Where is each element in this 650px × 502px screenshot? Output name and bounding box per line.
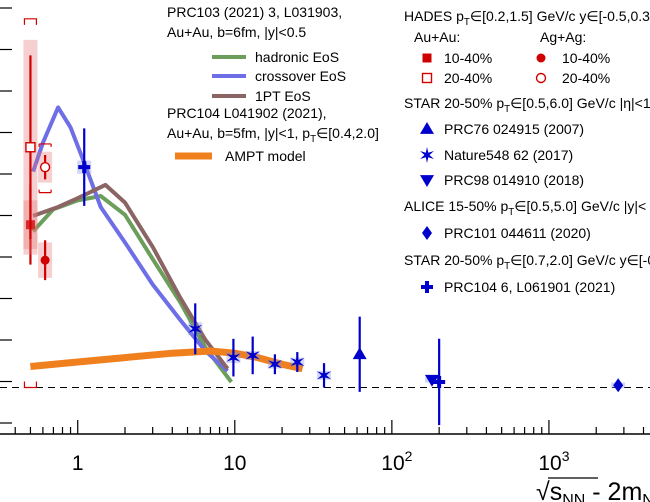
x-tick-label: 1 xyxy=(72,452,84,475)
marker-triangle-down xyxy=(420,175,434,187)
marker-circle-open xyxy=(39,161,51,173)
legend-hades-header: HADES pT∈[0.2,1.5] GeV/c y∈[-0.5,0.3 xyxy=(404,8,650,28)
legend-label: PRC76 024915 (2007) xyxy=(444,121,584,137)
marker-cross xyxy=(433,375,446,388)
series-group xyxy=(611,378,626,393)
legend-star1-header: STAR 20-50% pT∈[0.5,6.0] GeV/c |η|<1 xyxy=(404,95,650,115)
marker-star xyxy=(268,356,282,373)
model-ref-2: PRC104 L041902 (2021), xyxy=(167,105,327,121)
x-tick-label: 10 xyxy=(223,452,246,475)
marker-square-open xyxy=(25,142,36,153)
legend-label: AMPT model xyxy=(225,148,306,164)
legend-agag: Ag+Ag: xyxy=(540,29,586,45)
marker-square-filled xyxy=(422,53,432,63)
series-group xyxy=(38,151,53,183)
model-ref-1-system: Au+Au, b=6fm, |y|<0.5 xyxy=(167,24,306,40)
marker-triangle-up xyxy=(420,122,434,134)
legend-label: PRC101 044611 (2020) xyxy=(444,225,591,241)
legend-star2-header: STAR 20-50% pT∈[0.7,2.0] GeV/c y∈[-0 xyxy=(404,252,650,272)
x-tick-label: 103 xyxy=(538,448,569,475)
marker-cross xyxy=(78,161,91,174)
legend-label: 10-40% xyxy=(562,50,610,66)
x-axis-ticks: 1 10 102 103 √sNN - 2mN xyxy=(14,420,650,502)
legend-label: 10-40% xyxy=(444,50,492,66)
marker-circle-open xyxy=(535,72,547,84)
marker-cross xyxy=(421,281,433,293)
model-curve xyxy=(31,105,229,373)
marker-star xyxy=(226,349,241,366)
model-ref-2-system: Au+Au, b=5fm, |y|<1, pT∈[0.4,2.0] xyxy=(167,125,379,145)
series-group xyxy=(23,39,38,255)
data-points xyxy=(23,18,626,426)
marker-star xyxy=(188,320,203,337)
legend-label: PRC104 6, L061901 (2021) xyxy=(444,279,615,295)
systematic-bracket xyxy=(23,381,38,389)
series-group xyxy=(352,316,367,392)
marker-star xyxy=(290,354,305,370)
marker-triangle-up xyxy=(352,347,367,360)
legend-label: 20-40% xyxy=(562,70,610,86)
marker-circle-filled xyxy=(536,53,546,63)
legend-alice-header: ALICE 15-50% pT∈[0.5,5.0] GeV/c |y|< xyxy=(404,198,646,218)
legend-label: hadronic EoS xyxy=(255,49,339,65)
marker-star xyxy=(245,347,260,364)
marker-star xyxy=(317,367,331,384)
model-curve xyxy=(30,347,304,373)
legend: PRC103 (2021) 3, L031903, Au+Au, b=6fm, |… xyxy=(167,4,650,295)
legend-label: 1PT EoS xyxy=(255,88,311,104)
systematic-bracket xyxy=(23,18,38,25)
series-group xyxy=(77,128,446,426)
series-group xyxy=(424,374,439,387)
marker-circle-filled xyxy=(40,255,50,265)
marker-triangle-down xyxy=(424,374,439,387)
model-curve xyxy=(32,182,230,370)
marker-square-open xyxy=(421,72,433,84)
x-axis-label: √sNN - 2mN xyxy=(536,478,650,502)
systematic-bracket xyxy=(38,143,52,194)
legend-label: PRC98 014910 (2018) xyxy=(444,172,584,188)
marker-diamond xyxy=(422,226,432,240)
series-group xyxy=(188,303,332,388)
legend-label: Nature548 62 (2017) xyxy=(444,147,573,163)
marker-star xyxy=(420,147,434,163)
marker-diamond xyxy=(613,378,624,393)
x-tick-label: 102 xyxy=(381,448,412,475)
series-group xyxy=(38,240,53,281)
legend-auau: Au+Au: xyxy=(414,29,460,45)
legend-label: 20-40% xyxy=(444,70,492,86)
legend-label: crossover EoS xyxy=(255,68,346,84)
model-ref-1: PRC103 (2021) 3, L031903, xyxy=(167,4,342,20)
